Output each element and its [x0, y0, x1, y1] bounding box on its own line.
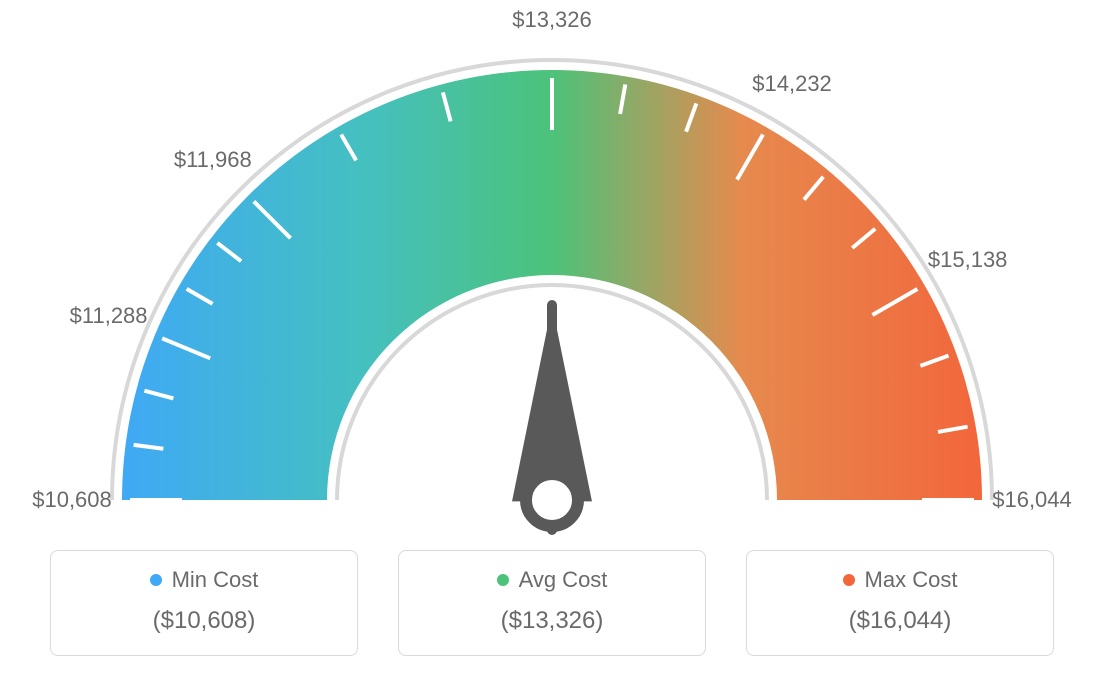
legend-dot-icon [150, 574, 162, 586]
legend-title: Avg Cost [497, 567, 608, 593]
gauge-chart: $10,608 $11,288 $11,968 $13,326 $14,232 $15,1… [0, 0, 1104, 540]
legend-value: ($16,044) [757, 607, 1043, 635]
legend-dot-icon [497, 574, 509, 586]
legend-card: Avg Cost ($13,326) [398, 550, 706, 656]
legend-title-text: Avg Cost [519, 567, 608, 593]
gauge-tick-label: $14,232 [752, 71, 832, 97]
legend-title-text: Max Cost [865, 567, 958, 593]
gauge-tick-label: $16,044 [992, 487, 1072, 513]
legend-row: Min Cost ($10,608) Avg Cost ($13,326) Max Co… [0, 540, 1104, 656]
legend-title: Max Cost [843, 567, 958, 593]
gauge-tick-label: $11,968 [174, 147, 252, 173]
gauge-tick-label: $13,326 [512, 7, 592, 33]
gauge-tick-label: $15,138 [928, 247, 1008, 273]
gauge-tick-label: $11,288 [70, 303, 148, 329]
gauge-tick-label: $10,608 [32, 487, 112, 513]
gauge-hub [526, 474, 578, 526]
legend-title-text: Min Cost [172, 567, 259, 593]
legend-card: Max Cost ($16,044) [746, 550, 1054, 656]
legend-value: ($10,608) [61, 607, 347, 635]
legend-title: Min Cost [150, 567, 259, 593]
legend-card: Min Cost ($10,608) [50, 550, 358, 656]
legend-value: ($13,326) [409, 607, 695, 635]
legend-dot-icon [843, 574, 855, 586]
